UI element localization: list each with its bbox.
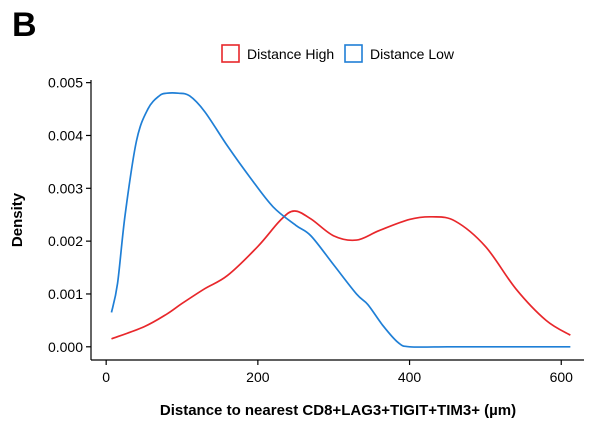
y-axis-label: Density xyxy=(9,192,26,247)
x-tick-label: 0 xyxy=(102,369,110,385)
y-tick-label: 0.005 xyxy=(48,75,83,91)
legend-swatch-distance-high xyxy=(221,44,240,63)
y-tick-label: 0.002 xyxy=(48,233,83,249)
x-tick-label: 200 xyxy=(246,369,270,385)
y-tick-label: 0.000 xyxy=(48,339,83,355)
x-tick-label: 400 xyxy=(398,369,422,385)
legend-item-distance-high: Distance High xyxy=(221,44,334,63)
legend-label-distance-high: Distance High xyxy=(247,46,334,62)
series-line-distance-high xyxy=(111,210,571,340)
y-tick-label: 0.001 xyxy=(48,286,83,302)
series-line-distance-low xyxy=(110,92,571,348)
legend-label-distance-low: Distance Low xyxy=(370,46,455,62)
y-tick-label: 0.003 xyxy=(48,180,83,196)
legend-swatch-distance-low xyxy=(344,44,363,63)
y-tick-label: 0.004 xyxy=(48,127,83,143)
legend: Distance High Distance Low xyxy=(221,44,455,63)
panel-label: B xyxy=(12,6,37,44)
x-tick-label: 600 xyxy=(550,369,574,385)
legend-item-distance-low: Distance Low xyxy=(344,44,455,63)
plot-area: 0.000 0.001 0.002 0.003 0.004 0.005 0 200 400 600 xyxy=(48,75,584,385)
x-axis-label: Distance to nearest CD8+LAG3+TIGIT+TIM3+… xyxy=(160,402,516,419)
